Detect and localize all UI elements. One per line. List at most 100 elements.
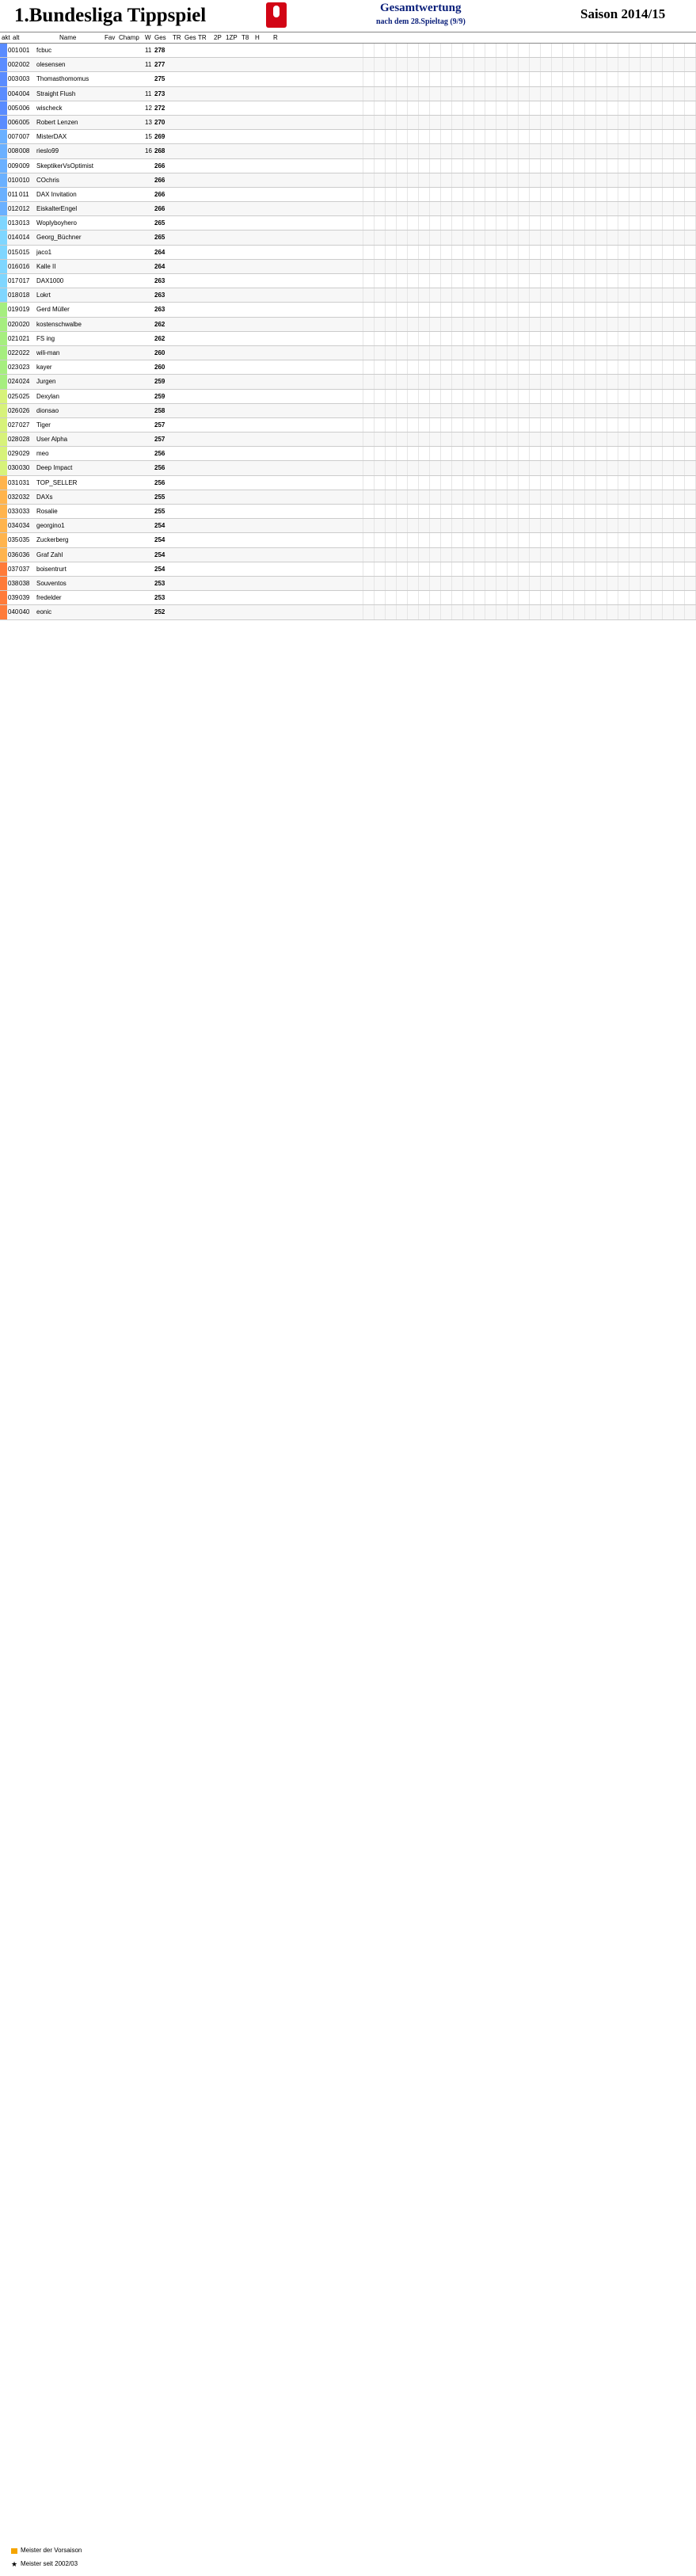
table-row: 010 010 COchris 266 xyxy=(0,173,696,188)
table-row: 032 032 DAXs 255 xyxy=(0,490,696,505)
player-name: wischeck xyxy=(36,104,63,112)
rank-color-bar xyxy=(0,490,7,504)
rank-color-bar xyxy=(0,101,7,115)
wins: 16 xyxy=(145,147,152,155)
rank-current: 001 xyxy=(8,47,19,54)
table-row: 002 002 olesensen 11 277 xyxy=(0,58,696,73)
table-row: 013 013 Woplyboyhero 265 xyxy=(0,216,696,231)
rank-color-bar xyxy=(0,375,7,389)
matchday-cells xyxy=(352,533,696,547)
table-row: 022 022 wili-man 260 xyxy=(0,345,696,361)
rank-current: 029 xyxy=(8,450,19,458)
rank-color-bar xyxy=(0,591,7,605)
col-ges2: Ges xyxy=(184,34,196,41)
table-row: 021 021 FS ing 262 xyxy=(0,331,696,346)
player-name: TOP_SELLER xyxy=(36,478,78,486)
rank-color-bar xyxy=(0,72,7,86)
rank-previous: 009 xyxy=(19,162,30,170)
player-name: Dexylan xyxy=(36,392,59,400)
total-points: 266 xyxy=(154,162,165,170)
subtitle-detail: nach dem 28.Spieltag (9/9) xyxy=(376,17,466,26)
player-name: Straight Flush xyxy=(36,90,76,97)
rank-current: 010 xyxy=(8,176,19,184)
rank-current: 033 xyxy=(8,508,19,515)
player-name: Graf Zahl xyxy=(36,551,63,558)
total-points: 266 xyxy=(154,190,165,198)
rank-current: 020 xyxy=(8,320,19,328)
matchday-cells xyxy=(352,72,696,86)
table-row: 005 006 wischeck 12 272 xyxy=(0,101,696,116)
rank-previous: 008 xyxy=(19,147,30,155)
rank-color-bar xyxy=(0,259,7,273)
rank-current: 015 xyxy=(8,248,19,256)
player-name: Deep Impact xyxy=(36,464,73,472)
rank-previous: 016 xyxy=(19,262,30,270)
total-points: 259 xyxy=(154,392,165,400)
col-akt: akt xyxy=(2,34,10,41)
col-w: W xyxy=(145,34,151,41)
player-name: Georg_Büchner xyxy=(36,234,82,242)
table-row: 006 005 Robert Lenzen 13 270 xyxy=(0,115,696,131)
rank-current: 022 xyxy=(8,349,19,356)
rank-current: 016 xyxy=(8,262,19,270)
rank-previous: 017 xyxy=(19,277,30,284)
total-points: 268 xyxy=(154,147,165,155)
rank-color-bar xyxy=(0,274,7,288)
rank-current: 024 xyxy=(8,378,19,386)
player-name: Rosalie xyxy=(36,508,58,515)
total-points: 265 xyxy=(154,234,165,242)
rank-current: 004 xyxy=(8,90,19,97)
table-row: 016 016 Kalle II 264 xyxy=(0,259,696,274)
total-points: 266 xyxy=(154,176,165,184)
matchday-cells xyxy=(352,375,696,389)
rank-color-bar xyxy=(0,576,7,591)
player-name: wili-man xyxy=(36,349,60,356)
matchday-cells xyxy=(352,547,696,562)
season-label: Saison 2014/15 xyxy=(580,6,666,21)
table-row: 039 039 fredelder 253 xyxy=(0,591,696,606)
col-1zp: 1ZP xyxy=(226,34,238,41)
rank-current: 032 xyxy=(8,493,19,501)
rank-color-bar xyxy=(0,345,7,360)
total-points: 252 xyxy=(154,608,165,616)
total-points: 278 xyxy=(154,47,165,54)
total-points: 264 xyxy=(154,262,165,270)
matchday-cells xyxy=(352,576,696,591)
player-name: olesensen xyxy=(36,61,66,69)
col-fav: Fav xyxy=(105,34,116,41)
col-r: R xyxy=(273,34,278,41)
rank-previous: 007 xyxy=(19,133,30,141)
table-row: 019 019 Gerd Müller 263 xyxy=(0,303,696,318)
rank-previous: 019 xyxy=(19,306,30,314)
rank-previous: 034 xyxy=(19,522,30,530)
rank-current: 007 xyxy=(8,133,19,141)
rank-current: 021 xyxy=(8,334,19,342)
col-alt: alt xyxy=(13,34,20,41)
total-points: 262 xyxy=(154,334,165,342)
rank-color-bar xyxy=(0,461,7,475)
matchday-cells xyxy=(352,216,696,231)
rank-current: 011 xyxy=(8,190,18,198)
matchday-cells xyxy=(352,144,696,158)
total-points: 273 xyxy=(154,90,165,97)
player-name: Robert Lenzen xyxy=(36,118,78,126)
rank-previous: 030 xyxy=(19,464,30,472)
rank-current: 037 xyxy=(8,565,19,573)
player-name: eonic xyxy=(36,608,52,616)
legend-star: ★ Meister seit 2002/03 xyxy=(11,2560,78,2568)
rank-current: 023 xyxy=(8,364,19,372)
matchday-cells xyxy=(352,417,696,433)
matchday-cells xyxy=(352,461,696,475)
player-name: Tiger xyxy=(36,421,51,429)
total-points: 269 xyxy=(154,133,165,141)
table-row: 003 003 Thomasthomomus 275 xyxy=(0,72,696,87)
rank-previous: 027 xyxy=(19,421,30,429)
table-row: 015 015 jaco1 264 xyxy=(0,245,696,260)
rank-color-bar xyxy=(0,303,7,317)
matchday-cells xyxy=(352,187,696,202)
table-row: 008 008 rieslo99 16 268 xyxy=(0,144,696,159)
total-points: 256 xyxy=(154,478,165,486)
rank-current: 014 xyxy=(8,234,19,242)
total-points: 254 xyxy=(154,536,165,544)
table-row: 031 031 TOP_SELLER 256 xyxy=(0,475,696,490)
